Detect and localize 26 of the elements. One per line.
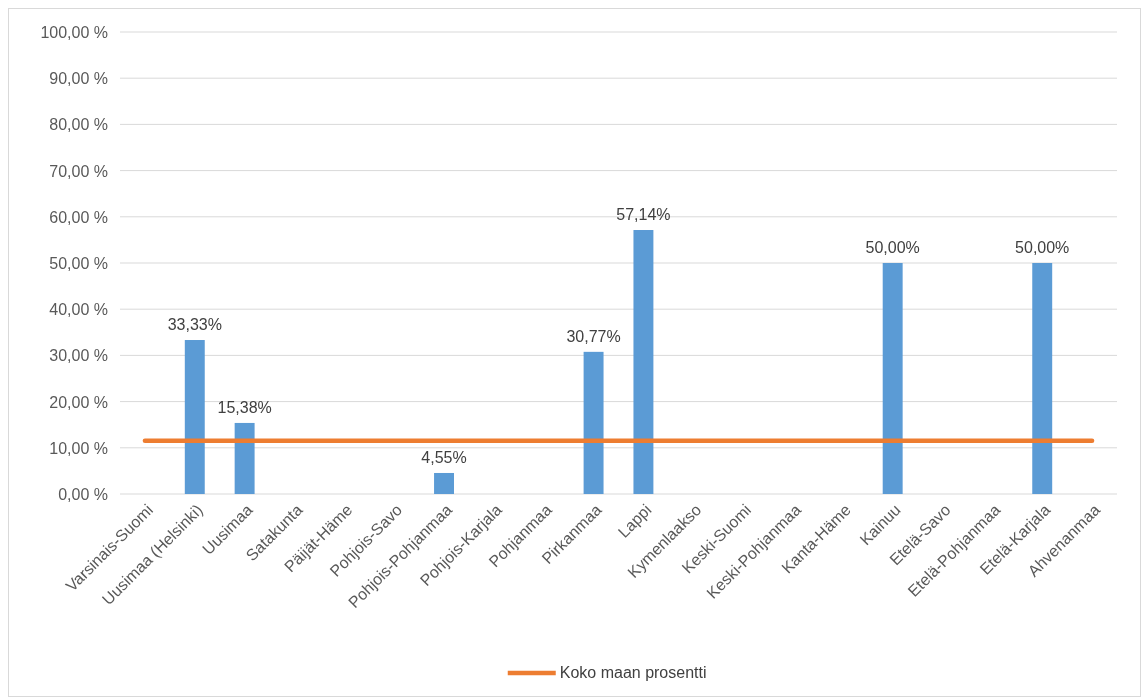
y-tick-label: 20,00 % bbox=[49, 393, 108, 411]
y-tick-label: 70,00 % bbox=[49, 162, 108, 180]
y-tick-label: 30,00 % bbox=[49, 347, 108, 365]
data-label: 4,55% bbox=[421, 448, 467, 466]
bar bbox=[434, 472, 454, 494]
data-label: 30,77% bbox=[566, 327, 621, 345]
y-tick-label: 60,00 % bbox=[49, 208, 108, 226]
data-label: 15,38% bbox=[217, 398, 272, 416]
bar bbox=[882, 263, 903, 494]
bar bbox=[583, 351, 604, 494]
bar bbox=[234, 422, 255, 494]
y-tick-label: 50,00 % bbox=[49, 255, 108, 272]
data-label: 50,00% bbox=[1015, 239, 1070, 256]
y-tick-label: 80,00 % bbox=[49, 116, 108, 134]
data-label: 57,14% bbox=[616, 206, 671, 224]
legend-label: Koko maan prosentti bbox=[559, 664, 707, 681]
y-tick-label: 40,00 % bbox=[49, 301, 108, 319]
data-label: 33,33% bbox=[167, 316, 222, 334]
bar bbox=[184, 340, 205, 494]
data-label: 50,00% bbox=[865, 239, 920, 256]
y-tick-label: 0,00 % bbox=[58, 486, 108, 503]
bar bbox=[1032, 263, 1053, 494]
y-tick-label: 90,00 % bbox=[49, 70, 108, 88]
y-tick-label: 10,00 % bbox=[49, 439, 108, 457]
y-tick-label: 100,00 % bbox=[40, 24, 108, 41]
bar bbox=[633, 230, 654, 494]
